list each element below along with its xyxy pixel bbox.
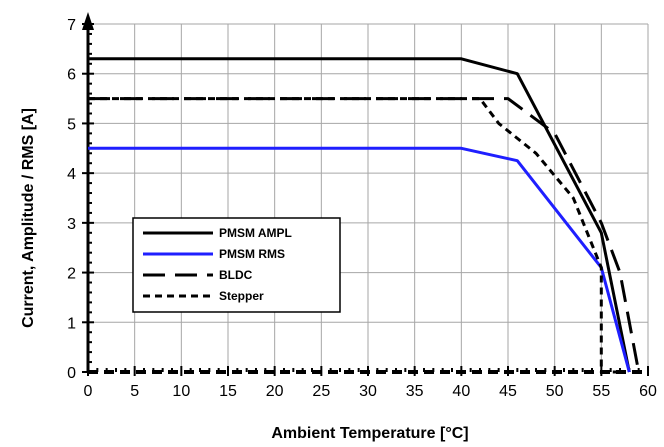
x-tick-label: 0	[84, 383, 93, 400]
x-tick-label: 50	[546, 383, 564, 400]
x-tick-label: 10	[172, 383, 190, 400]
legend-label: PMSM RMS	[219, 247, 285, 261]
x-tick-label: 40	[452, 383, 470, 400]
y-tick-label: 0	[67, 365, 76, 382]
legend-label: BLDC	[219, 268, 253, 282]
legend-label: PMSM AMPL	[219, 226, 292, 240]
y-tick-label: 5	[67, 116, 76, 133]
series-line-pmsm-ampl	[88, 57, 631, 373]
y-tick-label: 2	[67, 266, 76, 283]
series-layer	[88, 57, 641, 374]
y-axis-title: Current, Amplitude / RMS [A]	[20, 108, 37, 328]
x-tick-label: 5	[130, 383, 139, 400]
legend-label: Stepper	[219, 289, 264, 303]
x-tick-labels: 0 5 10 15 20 25 30 35 40 45 50 55 60	[84, 383, 657, 400]
y-axis-arrow	[82, 12, 94, 30]
grid	[88, 23, 649, 372]
y-tick-label: 7	[67, 17, 76, 34]
y-tick-label: 1	[67, 315, 76, 332]
x-tick-label: 15	[219, 383, 237, 400]
axes	[82, 12, 649, 376]
x-tick-label: 20	[266, 383, 284, 400]
x-tick-label: 60	[639, 383, 657, 400]
legend: PMSM AMPL PMSM RMS BLDC Stepper	[132, 217, 341, 313]
y-tick-label: 4	[67, 166, 76, 183]
y-tick-labels: 0 1 2 3 4 5 6 7	[67, 17, 76, 382]
x-tick-label: 30	[359, 383, 377, 400]
series-line-stepper	[88, 97, 620, 374]
x-axis-title: Ambient Temperature [°C]	[271, 425, 468, 442]
x-tick-label: 55	[592, 383, 610, 400]
x-tick-label: 35	[406, 383, 424, 400]
series-line-pmsm-rms	[88, 146, 631, 373]
x-tick-label: 45	[499, 383, 517, 400]
series-line-bldc	[88, 97, 641, 373]
y-tick-label: 3	[67, 216, 76, 233]
x-tick-label: 25	[312, 383, 330, 400]
y-tick-label: 6	[67, 67, 76, 84]
